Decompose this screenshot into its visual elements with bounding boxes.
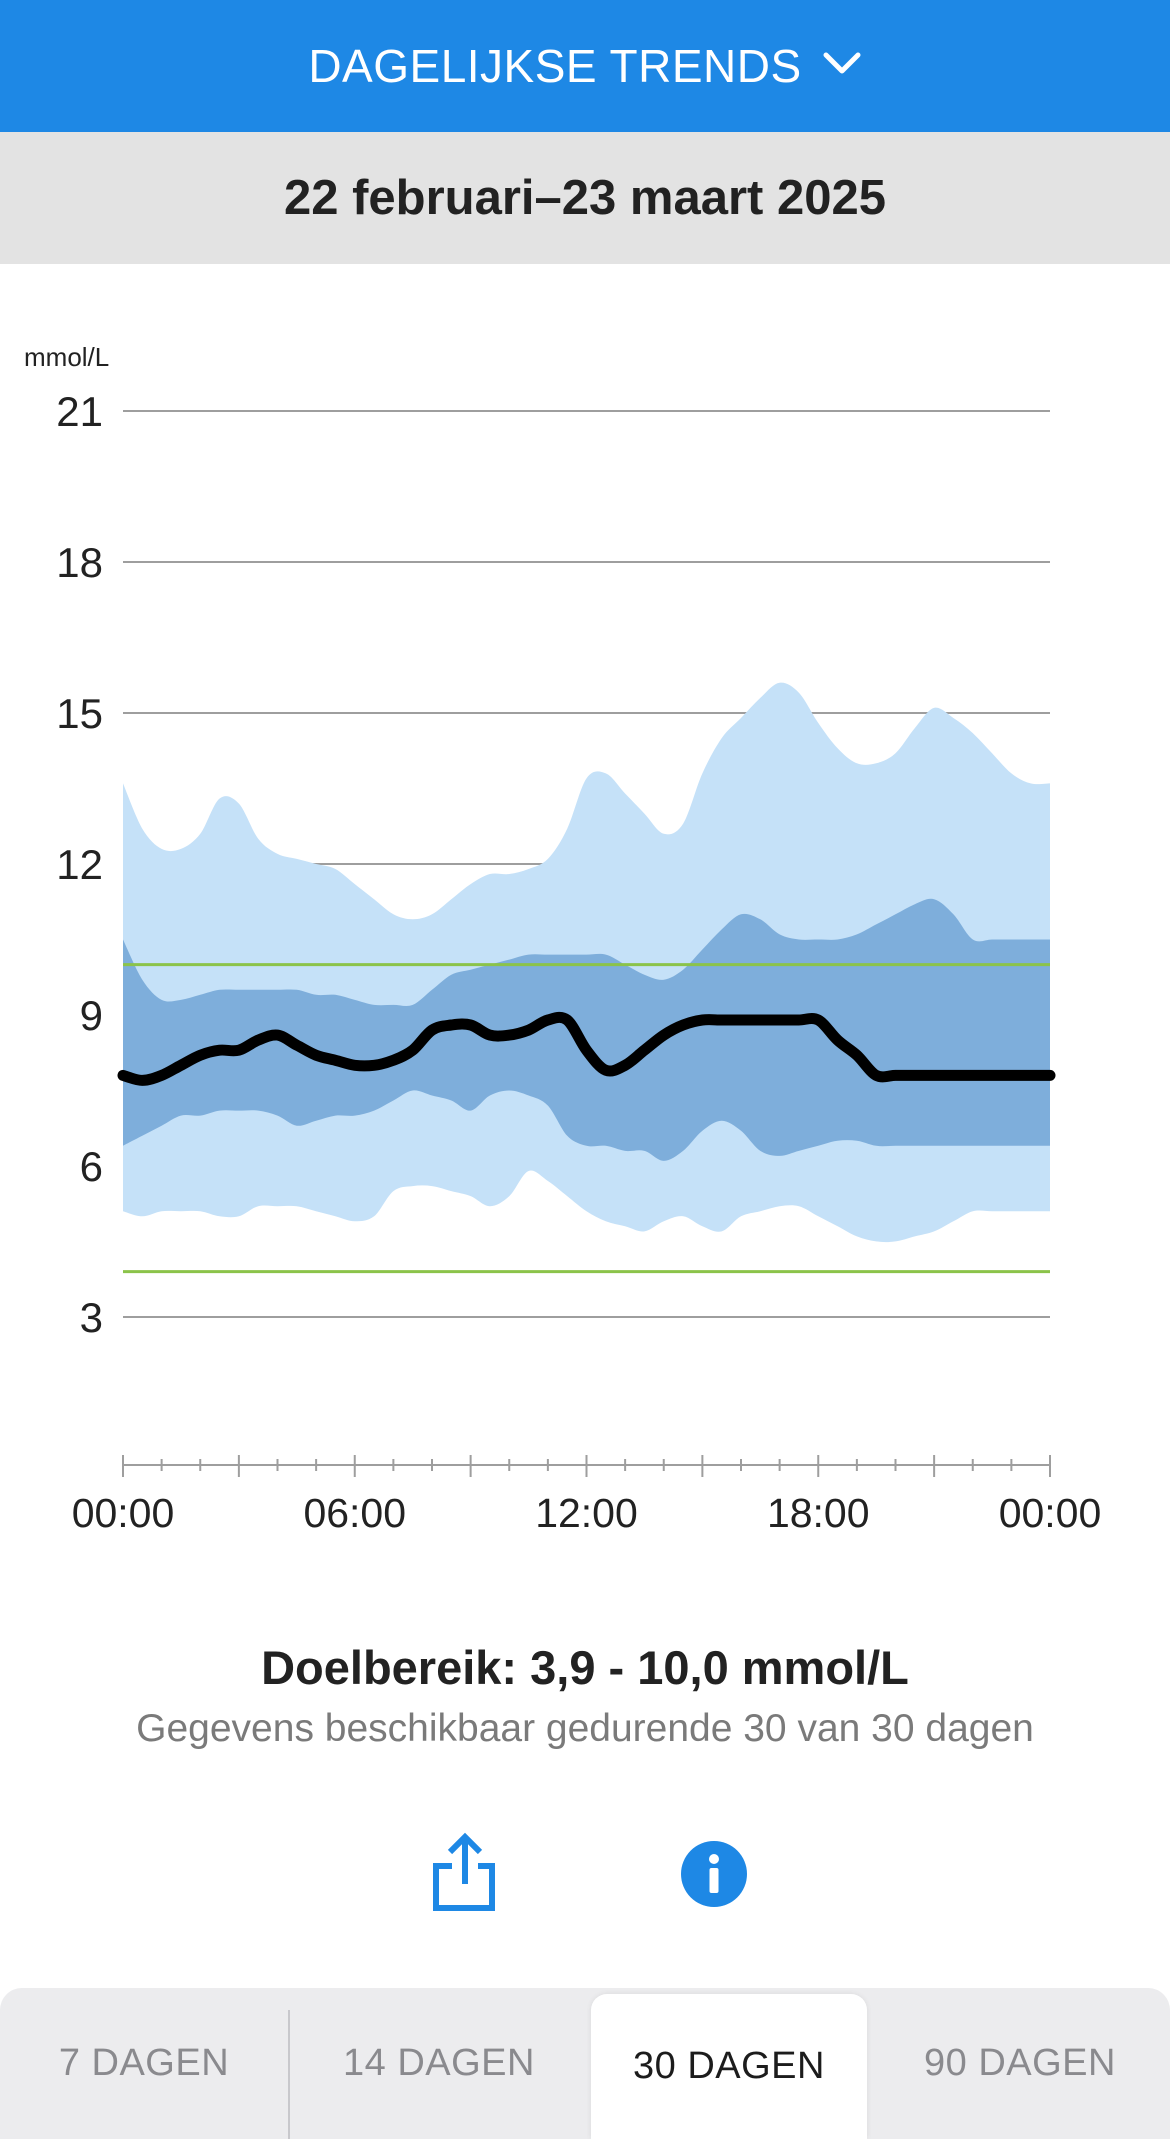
share-icon [433, 1832, 495, 1911]
y-axis-ticks: 21 18 15 12 9 6 3 [56, 388, 103, 1341]
x-tick-label: 06:00 [303, 1490, 406, 1536]
y-axis-unit-label: mmol/L [24, 342, 109, 372]
chevron-down-icon[interactable] [822, 51, 862, 82]
range-tab-bar: 7 DAGEN 14 DAGEN 30 DAGEN 90 DAGEN [0, 1988, 1170, 2139]
x-axis: 00:00 06:00 12:00 18:00 00:00 [72, 1455, 1102, 1536]
tab-30-days[interactable]: 30 DAGEN [591, 1994, 867, 2139]
median-line [117, 1011, 1056, 1086]
target-range-lines [123, 963, 1050, 1274]
target-range-label: Doelbereik: 3,9 - 10,0 mmol/L [261, 1641, 909, 1694]
x-tick-label: 18:00 [767, 1490, 870, 1536]
tab-7-days[interactable]: 7 DAGEN [58, 2042, 230, 2084]
date-range: 22 februari–23 maart 2025 [284, 171, 886, 225]
y-tick-label: 3 [80, 1294, 103, 1341]
tab-90-days[interactable]: 90 DAGEN [924, 2042, 1116, 2084]
page-header[interactable]: DAGELIJKSE TRENDS [0, 0, 1170, 132]
x-tick-label: 12:00 [535, 1490, 638, 1536]
data-availability-text: Gegevens beschikbaar gedurende 30 van 30… [136, 1707, 1034, 1750]
y-tick-label: 21 [56, 388, 103, 435]
info-icon [681, 1841, 747, 1907]
share-button[interactable] [430, 1830, 500, 1914]
tab-divider [288, 2010, 290, 2139]
data-bands [123, 682, 1050, 1243]
y-tick-label: 9 [80, 992, 103, 1039]
y-tick-label: 6 [80, 1143, 103, 1190]
page-title: DAGELIJKSE TRENDS [308, 40, 802, 92]
date-range-bar: 22 februari–23 maart 2025 [0, 132, 1170, 264]
tab-14-days[interactable]: 14 DAGEN [343, 2042, 535, 2084]
y-tick-label: 18 [56, 539, 103, 586]
info-button[interactable] [680, 1840, 748, 1908]
x-tick-label: 00:00 [72, 1490, 175, 1536]
y-tick-label: 12 [56, 841, 103, 888]
y-tick-label: 15 [56, 690, 103, 737]
x-tick-label: 00:00 [999, 1490, 1102, 1536]
